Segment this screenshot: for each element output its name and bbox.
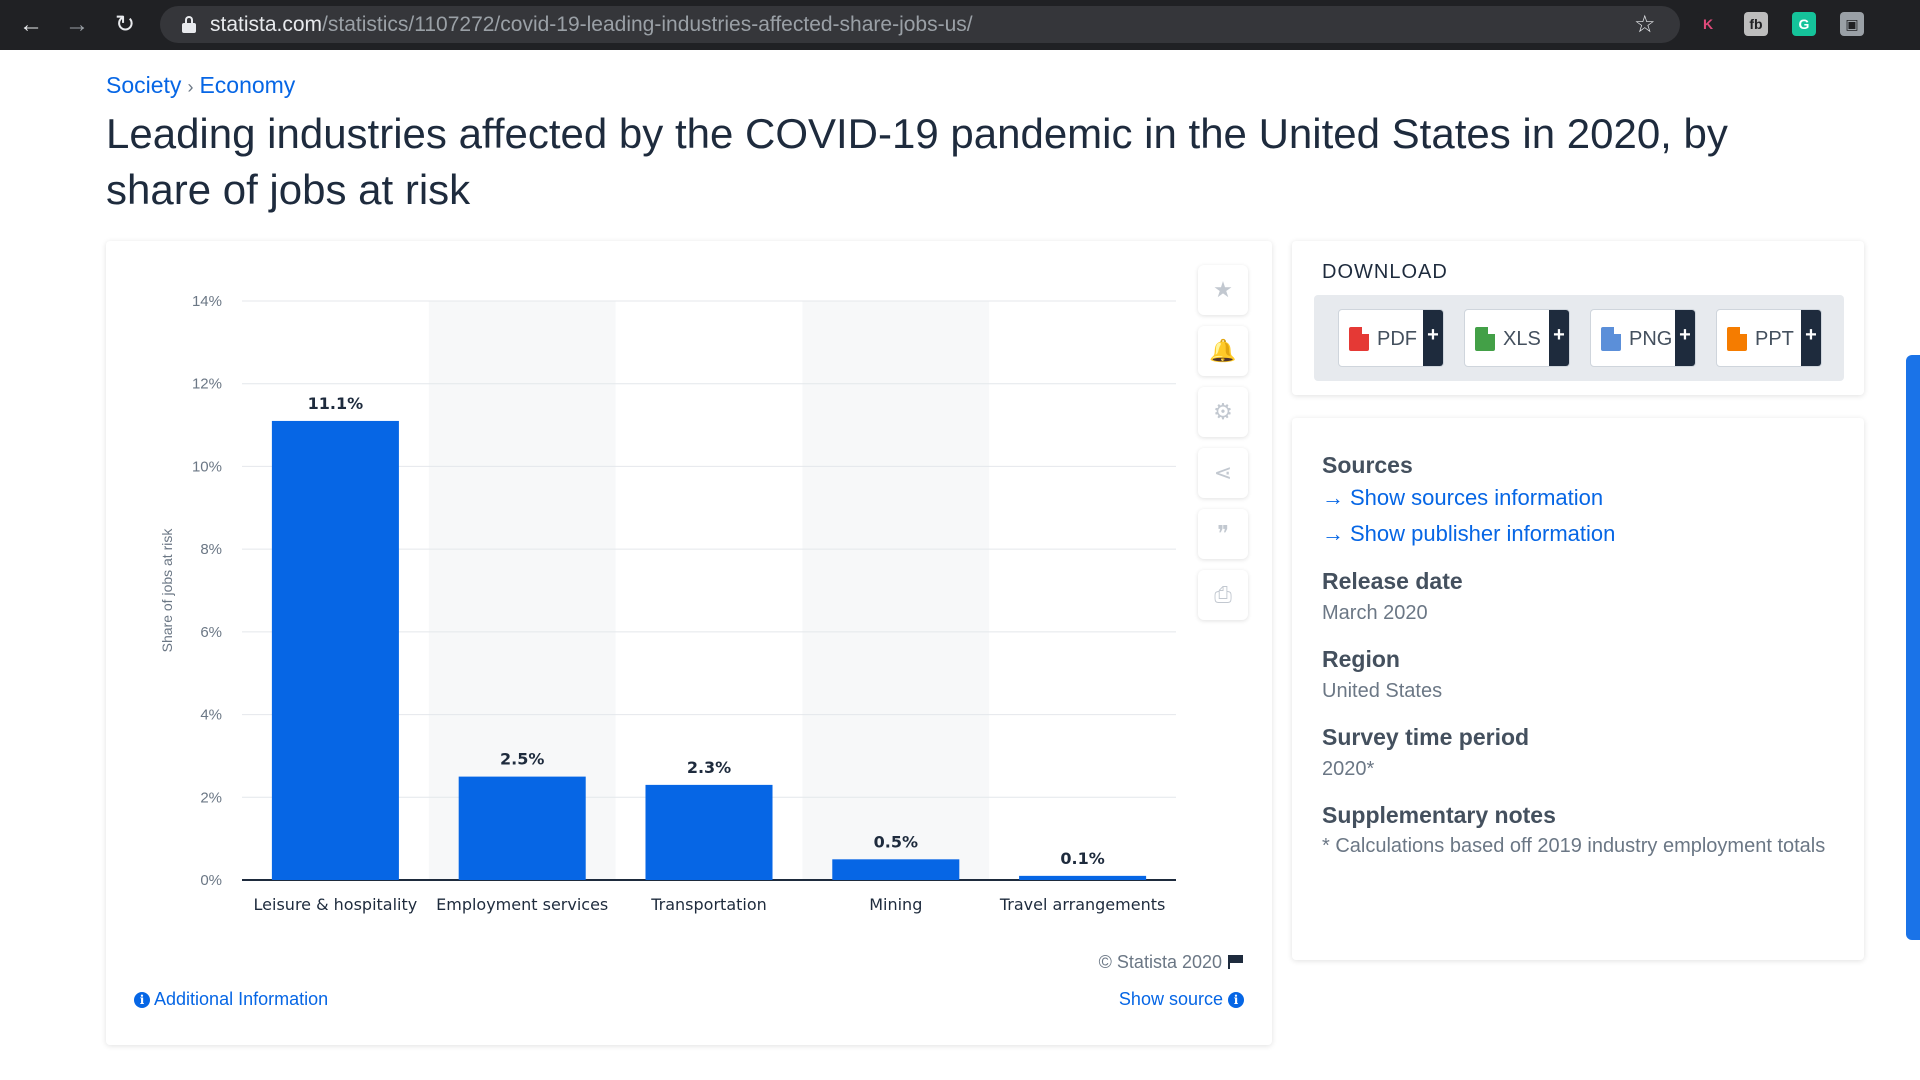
bar xyxy=(271,420,399,880)
copyright: © Statista 2020 xyxy=(1099,952,1244,973)
download-label: PPT xyxy=(1755,328,1794,350)
share-icon[interactable]: ⋖ xyxy=(1198,448,1248,498)
data-label: 11.1% xyxy=(308,394,364,413)
info-icon: i xyxy=(134,992,150,1008)
address-bar[interactable]: statista.com/statistics/1107272/covid-19… xyxy=(160,6,1680,43)
data-label: 2.5% xyxy=(500,750,544,769)
additional-information-link[interactable]: i Additional Information xyxy=(134,989,328,1010)
fb-extension[interactable]: fb xyxy=(1744,12,1768,36)
chart-card: 0% 2% 4% 6% 8% 10% 12% 14% Share of jobs at risk… xyxy=(106,241,1272,1045)
page-title: Leading industries affected by the COVID… xyxy=(106,110,1728,213)
download-xls-button[interactable]: XLS + xyxy=(1464,309,1570,367)
bar xyxy=(645,784,773,880)
download-label: PDF xyxy=(1377,328,1417,350)
download-title: DOWNLOAD xyxy=(1322,261,1448,283)
breadcrumb-separator: › xyxy=(187,77,194,97)
image-extension[interactable]: ▣ xyxy=(1840,12,1864,36)
y-tick-label: 6% xyxy=(200,624,222,641)
chart-toolbar: ★ 🔔 ⚙ ⋖ ❞ ⎙ xyxy=(1198,265,1248,631)
breadcrumb-economy[interactable]: Economy xyxy=(199,72,296,98)
arrow-icon: → xyxy=(1322,485,1344,510)
arrow-icon: → xyxy=(1322,521,1344,546)
plus-icon[interactable]: + xyxy=(1423,310,1443,366)
plus-icon[interactable]: + xyxy=(1801,310,1821,366)
survey-period-title: Survey time period xyxy=(1322,724,1530,750)
show-sources-link[interactable]: → Show sources information xyxy=(1322,485,1604,510)
x-tick-label: Leisure & hospitality xyxy=(254,895,418,914)
forward-icon[interactable]: → xyxy=(65,11,89,38)
release-date-value: March 2020 xyxy=(1322,602,1428,624)
x-tick-label: Transportation xyxy=(650,895,767,914)
survey-period-value: 2020* xyxy=(1322,758,1375,780)
download-pdf-button[interactable]: PDF + xyxy=(1338,309,1444,367)
browser-toolbar: ← → ↻ statista.com/statistics/1107272/co… xyxy=(0,0,1920,50)
lock-icon xyxy=(182,16,196,33)
y-tick-label: 10% xyxy=(192,458,222,475)
y-tick-label: 14% xyxy=(192,293,222,310)
plus-icon[interactable]: + xyxy=(1549,310,1569,366)
url-text[interactable]: statista.com/statistics/1107272/covid-19… xyxy=(210,13,973,36)
xls-file-icon xyxy=(1475,327,1495,351)
breadcrumb: Society › Economy xyxy=(106,72,295,99)
download-buttons: PDF + XLS + PNG + PPT + xyxy=(1314,295,1844,381)
y-axis-label: Share of jobs at risk xyxy=(159,528,175,653)
bar xyxy=(832,859,960,880)
back-icon[interactable]: ← xyxy=(19,11,43,38)
plus-icon[interactable]: + xyxy=(1675,310,1695,366)
y-tick-label: 12% xyxy=(192,376,222,393)
y-tick-label: 4% xyxy=(200,707,222,724)
release-date-title: Release date xyxy=(1322,568,1463,594)
gear-icon[interactable]: ⚙ xyxy=(1198,387,1248,437)
download-label: PNG xyxy=(1629,328,1673,350)
download-png-button[interactable]: PNG + xyxy=(1590,309,1696,367)
ppt-file-icon xyxy=(1727,327,1747,351)
y-tick-label: 8% xyxy=(200,541,222,558)
reload-icon[interactable]: ↻ xyxy=(114,11,136,38)
grammarly-extension[interactable]: G xyxy=(1792,12,1816,36)
info-card: Sources → Show sources information → Show … xyxy=(1292,418,1864,960)
bookmark-star-icon[interactable]: ☆ xyxy=(1634,11,1656,38)
data-label: 2.3% xyxy=(687,758,731,777)
category-band xyxy=(802,301,990,880)
supplementary-notes-value: * Calculations based off 2019 industry e… xyxy=(1322,835,1826,857)
region-value: United States xyxy=(1322,680,1443,702)
png-file-icon xyxy=(1601,327,1621,351)
info-icon: i xyxy=(1228,992,1244,1008)
download-ppt-button[interactable]: PPT + xyxy=(1716,309,1822,367)
bell-icon[interactable]: 🔔 xyxy=(1198,326,1248,376)
favorite-icon[interactable]: ★ xyxy=(1198,265,1248,315)
x-tick-label: Mining xyxy=(869,895,922,914)
k-extension[interactable]: K xyxy=(1696,12,1720,36)
data-label: 0.5% xyxy=(874,832,918,851)
show-source-link[interactable]: Show source i xyxy=(1119,989,1244,1010)
y-tick-label: 0% xyxy=(200,872,222,889)
show-publisher-link[interactable]: → Show publisher information xyxy=(1322,521,1616,546)
flag-icon[interactable] xyxy=(1228,955,1244,969)
data-label: 0.1% xyxy=(1060,849,1104,868)
x-tick-label: Travel arrangements xyxy=(999,895,1165,914)
region-title: Region xyxy=(1322,646,1400,672)
y-tick-label: 2% xyxy=(200,789,222,806)
bar xyxy=(458,776,586,880)
pdf-file-icon xyxy=(1349,327,1369,351)
x-tick-label: Employment services xyxy=(436,895,608,914)
sources-title: Sources xyxy=(1322,452,1413,478)
print-icon[interactable]: ⎙ xyxy=(1198,570,1248,620)
download-label: XLS xyxy=(1503,328,1541,350)
breadcrumb-society[interactable]: Society xyxy=(106,72,182,98)
side-widget[interactable] xyxy=(1906,355,1920,940)
supplementary-notes-title: Supplementary notes xyxy=(1322,802,1556,828)
bar-chart: 0% 2% 4% 6% 8% 10% 12% 14% Share of jobs at risk… xyxy=(159,293,1176,914)
download-card: DOWNLOAD PDF + XLS + PNG + PPT + xyxy=(1292,241,1864,395)
bar xyxy=(1019,875,1147,880)
quote-icon[interactable]: ❞ xyxy=(1198,509,1248,559)
